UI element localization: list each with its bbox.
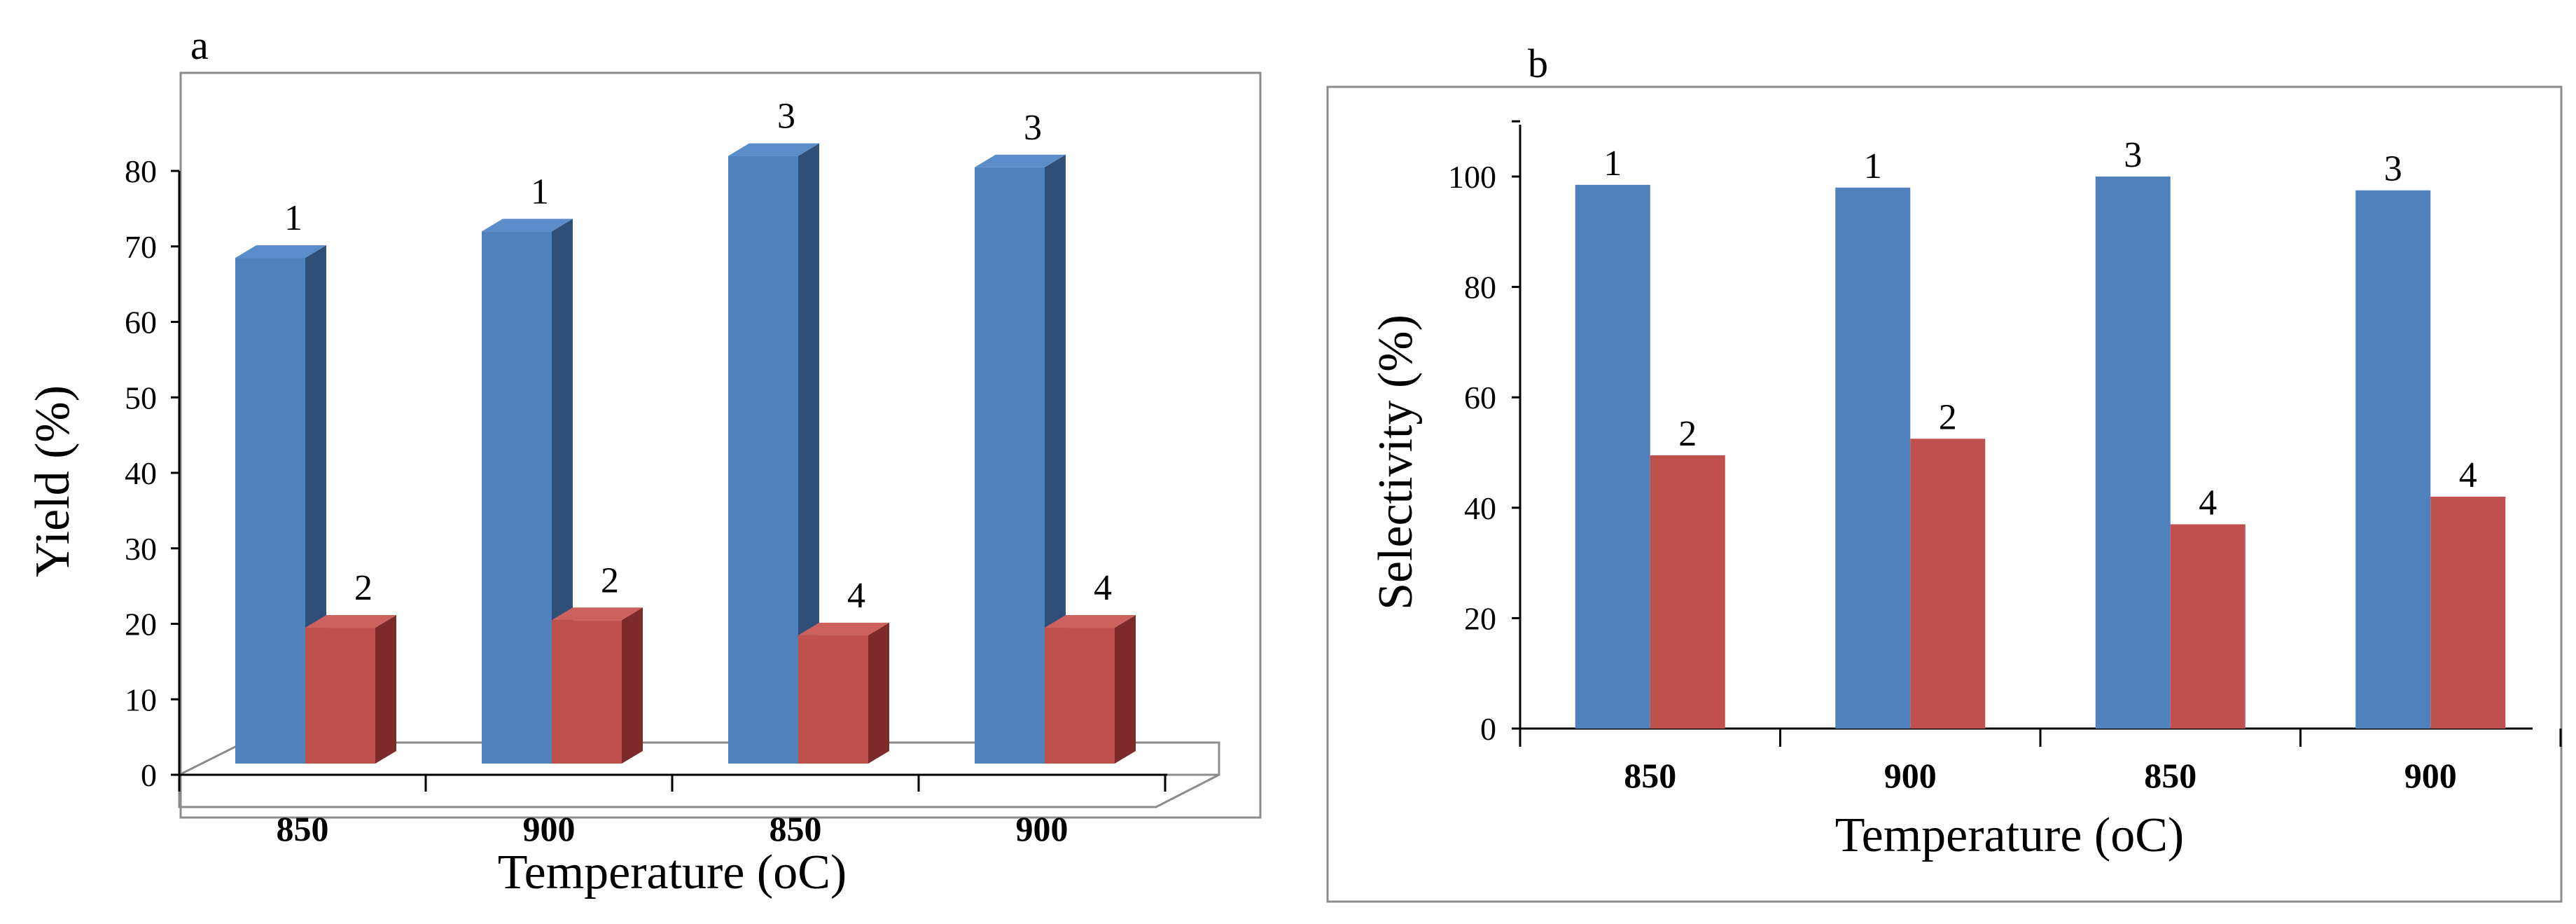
panel-a-bar-label: 1 bbox=[531, 172, 549, 212]
panel-b-bars: 1 2 1 2 3 4 3 4 bbox=[1575, 135, 2506, 729]
panel-b-bar-label: 4 bbox=[2459, 455, 2477, 495]
panel-b-y-ticks: 0 20 40 60 80 100 bbox=[1448, 120, 1520, 747]
panel-b-bar bbox=[2430, 497, 2506, 729]
panel-a-x-tick-label: 900 bbox=[1016, 809, 1068, 848]
panel-a-bar-top bbox=[728, 143, 819, 156]
panel-a-bar-top bbox=[1045, 615, 1136, 628]
panel-a-y-tick-label: 40 bbox=[125, 455, 157, 491]
panel-b-bar-label: 3 bbox=[2384, 149, 2402, 189]
panel-a-y-tick-label: 10 bbox=[125, 682, 157, 717]
panel-b-bar-label: 1 bbox=[1864, 146, 1882, 186]
panel-b-y-tick-label: 20 bbox=[1464, 600, 1496, 636]
panel-a-bar-label: 4 bbox=[1094, 568, 1112, 608]
panel-b-x-ticks: 850 900 850 900 bbox=[1519, 729, 2562, 795]
panel-a-bar-top bbox=[552, 607, 643, 621]
panel-b-x-tick-label: 900 bbox=[1884, 756, 1937, 795]
panel-a-bar bbox=[1045, 628, 1115, 764]
panel-a-y-tick-label: 80 bbox=[125, 153, 157, 189]
panel-a-y-tick-label: 20 bbox=[125, 607, 157, 642]
panel-b-bar-label: 1 bbox=[1603, 144, 1622, 184]
panel-a-bar bbox=[305, 628, 375, 764]
panel-a-bar-label: 2 bbox=[354, 568, 373, 608]
panel-a-bar-top bbox=[975, 154, 1066, 167]
panel-a-bar-top bbox=[235, 245, 326, 258]
panel-b-label: b bbox=[1528, 41, 1548, 86]
panel-a-bar bbox=[798, 635, 868, 764]
panel-a-bar-top bbox=[305, 615, 396, 628]
panel-a-bar bbox=[552, 620, 622, 764]
panel-a-x-axis-title: Temperature (oC) bbox=[498, 846, 847, 899]
panel-b-y-tick-label: 80 bbox=[1464, 270, 1496, 305]
panel-a-y-tick-label: 50 bbox=[125, 380, 157, 415]
panel-b-y-tick-label: 100 bbox=[1448, 159, 1496, 195]
panel-a-bar bbox=[975, 167, 1045, 764]
panel-b-bar bbox=[1835, 187, 1911, 729]
panel-a-x-tick-label: 850 bbox=[770, 809, 822, 848]
panel-a-y-tick-label: 30 bbox=[125, 531, 157, 567]
panel-a-x-tick-label: 850 bbox=[277, 809, 329, 848]
panel-b-bar-label: 3 bbox=[2124, 135, 2142, 175]
panel-a-label: a bbox=[190, 22, 209, 68]
panel-a-y-tick-label: 0 bbox=[141, 757, 157, 793]
panel-a-frame bbox=[179, 71, 1262, 819]
panel-a-bar-label: 3 bbox=[1024, 108, 1042, 148]
panel-a-bar bbox=[728, 156, 798, 764]
panel-b-y-tick-label: 60 bbox=[1464, 380, 1496, 415]
panel-b-x-tick-label: 900 bbox=[2404, 756, 2457, 795]
panel-b-bar-label: 2 bbox=[1939, 397, 1957, 437]
panel-b-bar bbox=[2095, 177, 2171, 729]
panel-b-y-tick-label: 0 bbox=[1480, 711, 1496, 747]
panel-b-x-tick-label: 850 bbox=[2144, 756, 2196, 795]
panel-a-floor bbox=[178, 773, 1220, 808]
panel-a-x-tick-label: 900 bbox=[523, 809, 576, 848]
panel-b-y-axis-title: Selectivity (%) bbox=[1369, 315, 1423, 610]
panel-a-x-ticks: 850 900 850 900 bbox=[178, 775, 1167, 848]
panel-a-bar-side bbox=[622, 607, 643, 764]
panel-a-yield-chart: a 0 10 20 30 40 50 60 70 80 850 900 850 900 1 2 1 2 3 4 3… bbox=[26, 22, 1262, 899]
panel-b-bar bbox=[1650, 455, 1725, 729]
panel-b-bar-label: 2 bbox=[1678, 414, 1697, 454]
panel-b-bar bbox=[2355, 190, 2431, 729]
panel-a-bar-label: 1 bbox=[284, 198, 302, 238]
panel-a-bar-top bbox=[482, 219, 573, 232]
panel-a-y-ticks: 0 10 20 30 40 50 60 70 80 bbox=[125, 153, 179, 793]
panel-a-y-tick-label: 60 bbox=[125, 305, 157, 340]
panel-a-y-axis-title: Yield (%) bbox=[26, 385, 80, 577]
panel-b-selectivity-chart: b 0 20 40 60 80 100 850 900 850 900 1 2 1 2 3 4 3 4 Sel… bbox=[1326, 41, 2563, 903]
panel-a-bars: 1 2 1 2 3 4 3 4 bbox=[235, 97, 1136, 764]
panel-b-x-axis-title: Temperature (oC) bbox=[1835, 808, 2184, 862]
panel-a-bar-side bbox=[798, 143, 819, 764]
panel-b-bar-label: 4 bbox=[2199, 483, 2217, 523]
panel-b-bar bbox=[2170, 524, 2246, 729]
panel-b-bar bbox=[1575, 184, 1650, 729]
panel-b-frame bbox=[1326, 85, 2563, 903]
panel-b-bar bbox=[1910, 439, 1986, 729]
panel-a-floor-back bbox=[179, 741, 1220, 776]
panel-a-bar-side bbox=[375, 615, 396, 764]
panel-a-bar-side bbox=[868, 622, 889, 764]
panel-a-bar bbox=[482, 231, 552, 764]
panel-a-bar-side bbox=[1045, 154, 1066, 764]
panel-a-bar-side bbox=[1115, 615, 1136, 764]
panel-a-y-tick-label: 70 bbox=[125, 229, 157, 265]
panel-a-bar-label: 4 bbox=[847, 576, 865, 616]
panel-a-bar-top bbox=[798, 622, 889, 635]
panel-b-y-tick-label: 40 bbox=[1464, 490, 1496, 526]
panel-a-bar-label: 3 bbox=[777, 97, 795, 137]
panel-a-bar bbox=[235, 258, 305, 764]
panel-a-bar-label: 2 bbox=[601, 560, 619, 600]
panel-b-x-tick-label: 850 bbox=[1624, 756, 1676, 795]
